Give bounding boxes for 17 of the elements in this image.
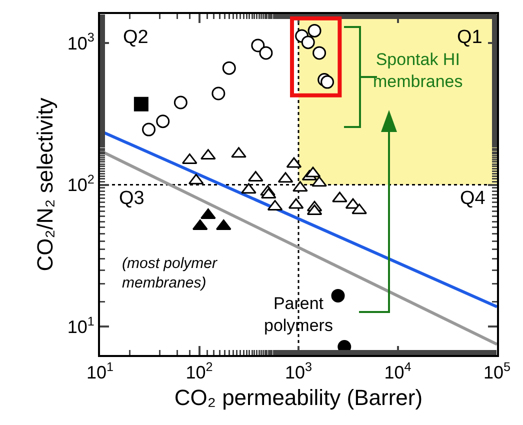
x-tick-label: 10$^{4}$ (384, 360, 412, 383)
x-tick-label: 10$^{2}$ (186, 360, 213, 383)
annotation: Q3 (119, 188, 144, 209)
y-tick-label: 10$^{3}$ (67, 30, 94, 54)
y-axis-title: CO₂/N₂ selectivity (32, 98, 58, 272)
annotation: Q1 (457, 27, 482, 48)
annotation: Q4 (460, 188, 486, 209)
x-tick-label: 10$^{3}$ (284, 360, 312, 383)
y-tick-label: 10$^{1}$ (67, 314, 94, 337)
x-tick-label: 10$^{1}$ (86, 360, 114, 383)
annotation: Q2 (123, 27, 148, 48)
annotation: Spontak HI membranes (373, 50, 463, 92)
x-tick-label: 10$^{5}$ (483, 360, 511, 383)
y-tick-label: 10$^{2}$ (67, 172, 94, 196)
annotation: Parent polymers (264, 294, 333, 336)
x-axis-title: CO₂ permeability (Barrer) (174, 385, 423, 410)
annotation: (most polymer membranes) (122, 255, 218, 292)
